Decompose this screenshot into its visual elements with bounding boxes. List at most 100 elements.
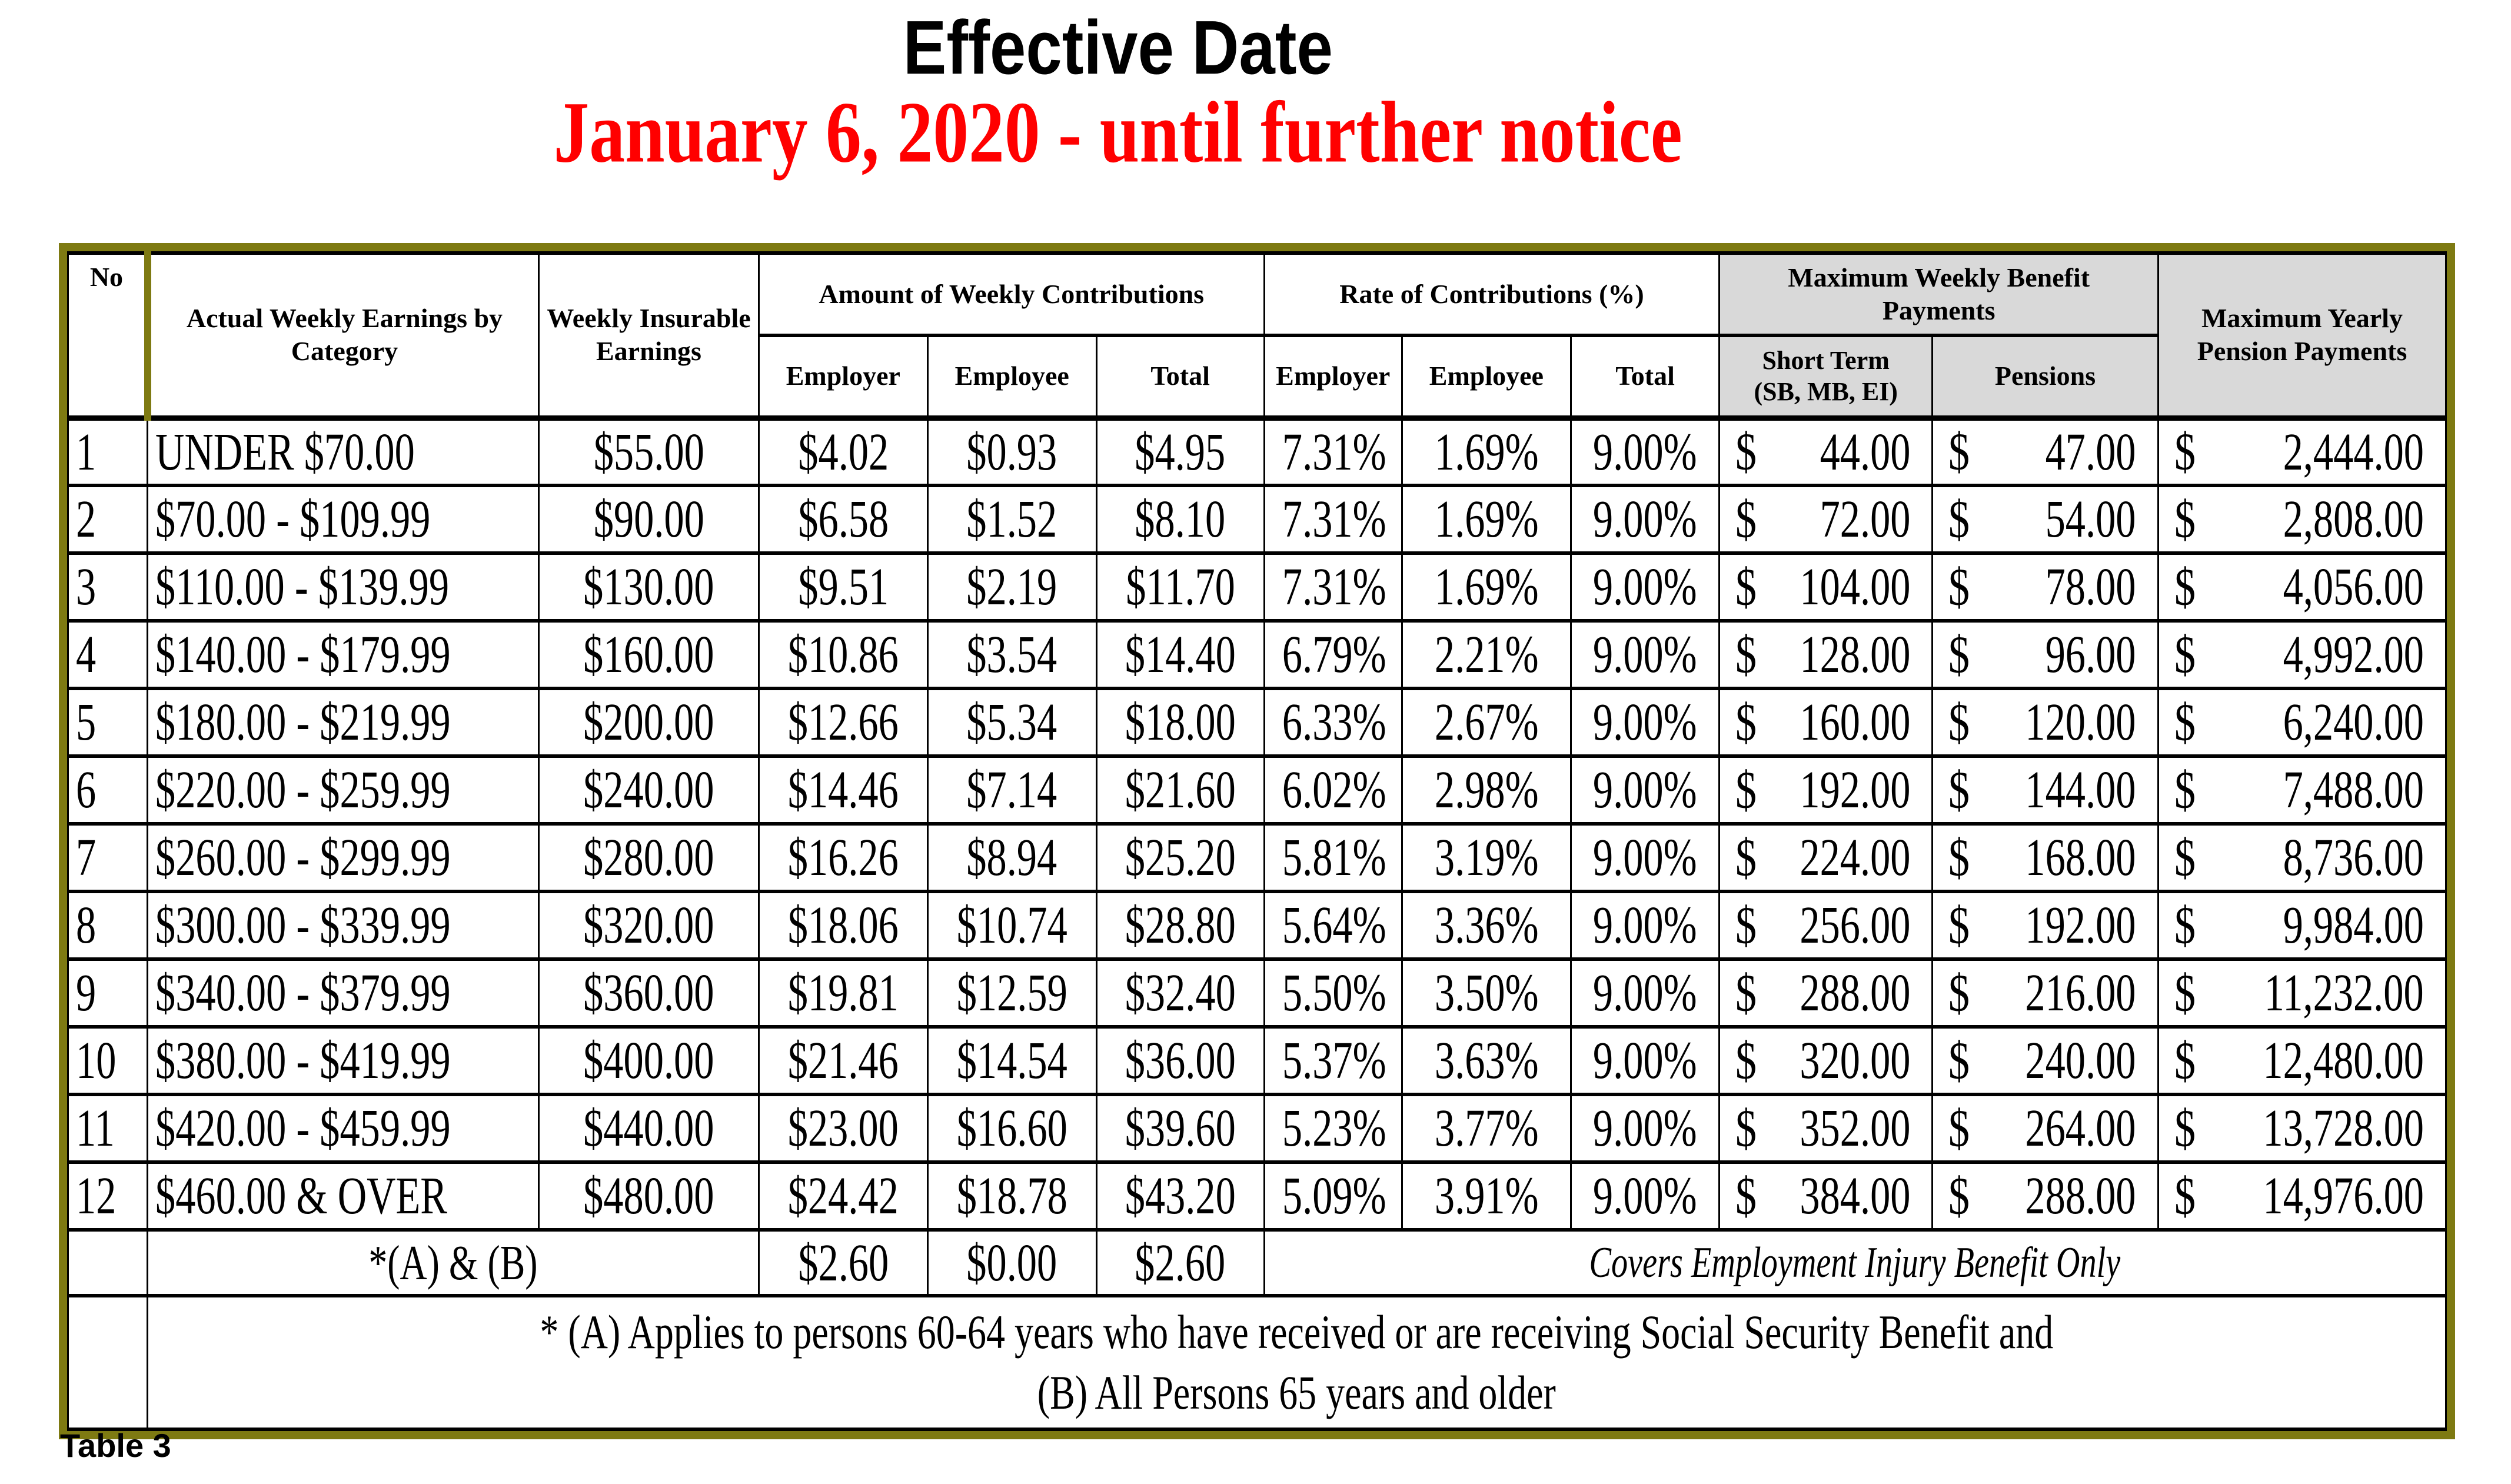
cell-rate-employer: 7.31% bbox=[1263, 484, 1403, 555]
cell-weekly-insurable: $480.00 bbox=[538, 1160, 760, 1232]
cell-rate-employee: 1.69% bbox=[1401, 416, 1572, 487]
cell-footnote: * (A) Applies to persons 60-64 years who… bbox=[147, 1294, 2447, 1431]
cell-rate-total: 9.00% bbox=[1569, 754, 1721, 826]
table-caption: Table 3 bbox=[60, 1427, 171, 1464]
cell-weekly-insurable: $90.00 bbox=[538, 484, 760, 555]
col-header-rate-total: Total bbox=[1569, 334, 1721, 421]
cell-amount-employee: $3.54 bbox=[926, 619, 1097, 690]
cell-pensions-benefit: $288.00 bbox=[1931, 1160, 2159, 1232]
cell-amount-employee: $7.14 bbox=[926, 754, 1097, 826]
cell-ab-amount-employee: $0.00 bbox=[926, 1228, 1097, 1297]
cell-pensions-benefit: $216.00 bbox=[1931, 957, 2159, 1029]
footnote-line2: (B) All Persons 65 years and older bbox=[1037, 1365, 1557, 1419]
cell-amount-employer: $6.58 bbox=[757, 484, 929, 555]
cell-max-yearly-pension: $11,232.00 bbox=[2157, 957, 2447, 1029]
table-row: 7 $260.00 - $299.99 $280.00 $16.26 $8.94… bbox=[66, 822, 2447, 893]
cell-rate-employee: 3.91% bbox=[1401, 1160, 1572, 1232]
cell-amount-employee: $14.54 bbox=[926, 1025, 1097, 1096]
cell-max-yearly-pension: $4,992.00 bbox=[2157, 619, 2447, 690]
cell-rate-total: 9.00% bbox=[1569, 1025, 1721, 1096]
effective-date-text: January 6, 2020 - until further notice bbox=[553, 84, 1683, 181]
cell-amount-employer: $10.86 bbox=[757, 619, 929, 690]
cell-earnings-category: $420.00 - $459.99 bbox=[147, 1093, 540, 1164]
cell-pensions-benefit: $192.00 bbox=[1931, 890, 2159, 961]
col-header-weekly-insurable: Weekly Insurable Earnings bbox=[538, 251, 760, 421]
cell-rate-total: 9.00% bbox=[1569, 687, 1721, 758]
cell-earnings-category: $110.00 - $139.99 bbox=[147, 551, 540, 623]
page-title-text: Effective Date bbox=[903, 5, 1333, 91]
col-header-max-yearly-pension: Maximum Yearly Pension Payments bbox=[2157, 251, 2447, 421]
cell-earnings-category: $340.00 - $379.99 bbox=[147, 957, 540, 1029]
cell-earnings-category: $260.00 - $299.99 bbox=[147, 822, 540, 893]
cell-short-term-benefit: $104.00 bbox=[1718, 551, 1934, 623]
cell-max-yearly-pension: $13,728.00 bbox=[2157, 1093, 2447, 1164]
cell-amount-employer: $16.26 bbox=[757, 822, 929, 893]
cell-rate-employer: 5.23% bbox=[1263, 1093, 1403, 1164]
cell-row-number: 7 bbox=[66, 822, 149, 893]
cell-weekly-insurable: $360.00 bbox=[538, 957, 760, 1029]
cell-rate-employee: 2.67% bbox=[1401, 687, 1572, 758]
cell-amount-total: $14.40 bbox=[1095, 619, 1265, 690]
cell-rate-employee: 3.63% bbox=[1401, 1025, 1572, 1096]
cell-weekly-insurable: $280.00 bbox=[538, 822, 760, 893]
cell-rate-employee: 2.21% bbox=[1401, 619, 1572, 690]
cell-amount-employee: $5.34 bbox=[926, 687, 1097, 758]
cell-weekly-insurable: $55.00 bbox=[538, 416, 760, 487]
cell-short-term-benefit: $128.00 bbox=[1718, 619, 1934, 690]
cell-earnings-category: $70.00 - $109.99 bbox=[147, 484, 540, 555]
cell-amount-total: $28.80 bbox=[1095, 890, 1265, 961]
col-header-amount-employee: Employee bbox=[926, 334, 1097, 421]
cell-short-term-benefit: $352.00 bbox=[1718, 1093, 1934, 1164]
col-header-amount-total: Total bbox=[1095, 334, 1265, 421]
cell-rate-employer: 6.79% bbox=[1263, 619, 1403, 690]
cell-amount-employer: $4.02 bbox=[757, 416, 929, 487]
cell-amount-total: $4.95 bbox=[1095, 416, 1265, 487]
cell-rate-total: 9.00% bbox=[1569, 957, 1721, 1029]
cell-empty-no bbox=[66, 1228, 149, 1297]
cell-short-term-benefit: $224.00 bbox=[1718, 822, 1934, 893]
table-footer: *(A) & (B) $2.60 $0.00 $2.60 Covers Empl… bbox=[66, 1228, 2447, 1431]
cell-rate-employer: 5.64% bbox=[1263, 890, 1403, 961]
cell-max-yearly-pension: $4,056.00 bbox=[2157, 551, 2447, 623]
cell-max-yearly-pension: $9,984.00 bbox=[2157, 890, 2447, 961]
table-row: 1 UNDER $70.00 $55.00 $4.02 $0.93 $4.95 … bbox=[66, 416, 2447, 487]
table-row: 10 $380.00 - $419.99 $400.00 $21.46 $14.… bbox=[66, 1025, 2447, 1096]
cell-row-number: 2 bbox=[66, 484, 149, 555]
cell-rate-employer: 5.50% bbox=[1263, 957, 1403, 1029]
cell-pensions-benefit: $144.00 bbox=[1931, 754, 2159, 826]
cell-short-term-benefit: $384.00 bbox=[1718, 1160, 1934, 1232]
cell-pensions-benefit: $168.00 bbox=[1931, 822, 2159, 893]
cell-rate-employee: 1.69% bbox=[1401, 484, 1572, 555]
cell-ab-label: *(A) & (B) bbox=[147, 1228, 760, 1297]
cell-amount-employer: $12.66 bbox=[757, 687, 929, 758]
cell-rate-employee: 1.69% bbox=[1401, 551, 1572, 623]
cell-rate-total: 9.00% bbox=[1569, 416, 1721, 487]
cell-amount-total: $36.00 bbox=[1095, 1025, 1265, 1096]
cell-amount-total: $39.60 bbox=[1095, 1093, 1265, 1164]
cell-rate-employee: 3.50% bbox=[1401, 957, 1572, 1029]
cell-amount-employee: $8.94 bbox=[926, 822, 1097, 893]
cell-amount-employer: $21.46 bbox=[757, 1025, 929, 1096]
cell-short-term-benefit: $160.00 bbox=[1718, 687, 1934, 758]
cell-rate-total: 9.00% bbox=[1569, 1093, 1721, 1164]
cell-short-term-benefit: $288.00 bbox=[1718, 957, 1934, 1029]
cell-row-number: 3 bbox=[66, 551, 149, 623]
table-row: 2 $70.00 - $109.99 $90.00 $6.58 $1.52 $8… bbox=[66, 484, 2447, 555]
cell-earnings-category: $220.00 - $259.99 bbox=[147, 754, 540, 826]
cell-amount-total: $43.20 bbox=[1095, 1160, 1265, 1232]
cell-earnings-category: $180.00 - $219.99 bbox=[147, 687, 540, 758]
cell-amount-employee: $0.93 bbox=[926, 416, 1097, 487]
table-header: No Actual Weekly Earnings by Category We… bbox=[66, 251, 2447, 421]
cell-ab-amount-employer: $2.60 bbox=[757, 1228, 929, 1297]
cell-max-yearly-pension: $8,736.00 bbox=[2157, 822, 2447, 893]
cell-rate-employee: 2.98% bbox=[1401, 754, 1572, 826]
cell-max-yearly-pension: $2,808.00 bbox=[2157, 484, 2447, 555]
cell-rate-total: 9.00% bbox=[1569, 619, 1721, 690]
table-row: 11 $420.00 - $459.99 $440.00 $23.00 $16.… bbox=[66, 1093, 2447, 1164]
cell-pensions-benefit: $47.00 bbox=[1931, 416, 2159, 487]
short-term-line1: Short Term bbox=[1762, 345, 1890, 375]
cell-weekly-insurable: $440.00 bbox=[538, 1093, 760, 1164]
cell-rate-total: 9.00% bbox=[1569, 1160, 1721, 1232]
cell-rate-total: 9.00% bbox=[1569, 822, 1721, 893]
cell-pensions-benefit: $120.00 bbox=[1931, 687, 2159, 758]
